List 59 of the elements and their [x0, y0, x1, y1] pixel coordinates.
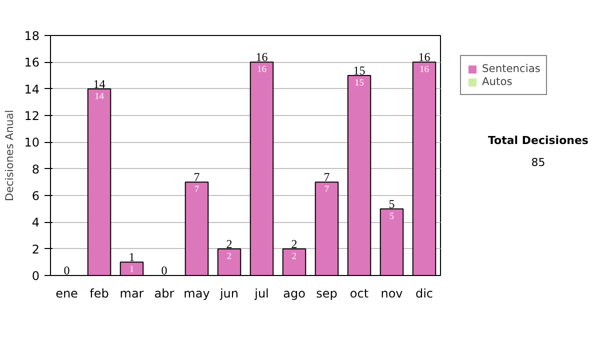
- bar: [282, 248, 306, 276]
- text: 85: [530, 154, 546, 170]
- y-tick-label: 16: [24, 56, 40, 70]
- x-tick-label: jul: [254, 286, 269, 300]
- data-label: 2: [226, 252, 232, 262]
- y-tick-label: 2: [32, 242, 40, 256]
- x-tick-label: ene: [56, 286, 78, 300]
- legend-label: Autos: [482, 75, 512, 88]
- x-tick-label: jun: [218, 286, 239, 300]
- total-label: 16: [418, 50, 430, 64]
- y-tick-label: 6: [32, 189, 40, 203]
- bar: [120, 262, 144, 276]
- y-tick-label: 8: [32, 162, 40, 176]
- data-label: 2: [292, 252, 297, 262]
- x-tick-label: abr: [154, 286, 174, 300]
- bar: [314, 182, 339, 276]
- data-label: 5: [389, 212, 394, 222]
- x-tick-label: ago: [283, 286, 306, 300]
- bar: [347, 75, 372, 276]
- data-label: 16: [420, 65, 430, 76]
- total-label: 15: [353, 64, 366, 78]
- x-tick-label: oct: [350, 286, 369, 300]
- total-label: 7: [324, 170, 330, 184]
- y-axis-title: Decisiones Anual: [3, 110, 16, 202]
- data-label: 7: [324, 185, 330, 196]
- bar: [87, 88, 112, 276]
- y-tick-label: 4: [32, 216, 40, 230]
- y-tick-label: 10: [24, 136, 40, 150]
- total-label: 2: [291, 236, 298, 251]
- bar: [380, 208, 404, 276]
- total-label: 0: [161, 264, 168, 278]
- data-label: 15: [354, 78, 364, 88]
- data-label: 7: [194, 185, 200, 196]
- data-label: 14: [94, 92, 104, 102]
- legend-label: Sentencias: [482, 62, 540, 75]
- total-label: 5: [388, 196, 395, 211]
- y-tick-label: 12: [24, 109, 40, 123]
- x-tick-label: sep: [316, 286, 338, 300]
- y-tick-label: 18: [24, 29, 40, 43]
- bar: [184, 182, 209, 276]
- total-label: 2: [226, 236, 232, 251]
- x-tick-label: dic: [415, 286, 434, 300]
- x-tick-label: feb: [90, 286, 109, 300]
- y-tick-label: 0: [32, 269, 40, 283]
- x-tick-label: may: [184, 286, 210, 300]
- data-label: 1: [129, 265, 134, 276]
- total-label: 16: [256, 50, 268, 64]
- total-label: 1: [128, 250, 135, 264]
- x-tick-label: mar: [120, 286, 144, 300]
- text: Total Decisiones: [488, 133, 588, 149]
- bar: [250, 62, 274, 276]
- bar: [217, 248, 242, 276]
- total-label: 14: [93, 76, 106, 91]
- total-label: 7: [194, 170, 200, 184]
- total-label: 0: [64, 264, 70, 278]
- bar: [412, 62, 436, 276]
- x-tick-label: nov: [380, 286, 403, 300]
- data-label: 16: [257, 65, 267, 76]
- y-tick-label: 14: [24, 82, 40, 96]
